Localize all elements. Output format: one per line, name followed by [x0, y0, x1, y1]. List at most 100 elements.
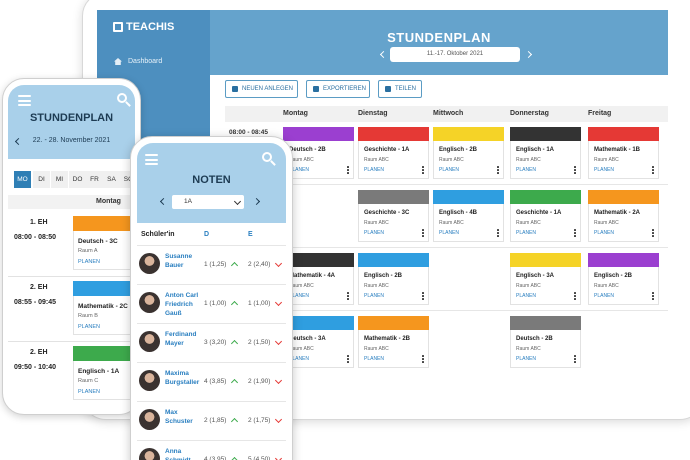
toolbar-button[interactable]: EXPORTIEREN	[306, 80, 370, 98]
phone-title: STUNDENPLAN	[29, 112, 114, 124]
lesson-card[interactable]: Geschichte - 1A Raum ABC PLANEN	[358, 127, 429, 179]
lesson-card[interactable]: Englisch - 2B Raum ABC PLANEN	[358, 253, 429, 305]
card-action[interactable]: PLANEN	[516, 230, 537, 236]
dot	[574, 229, 576, 231]
card-action[interactable]: PLANEN	[364, 293, 385, 299]
lesson-card[interactable]: Deutsch - 2B Raum ABC PLANEN	[510, 316, 581, 368]
more-icon[interactable]	[347, 292, 349, 300]
dot	[422, 166, 424, 168]
nav-item[interactable]: Dashboard	[128, 58, 163, 65]
more-icon[interactable]	[422, 292, 424, 300]
more-icon[interactable]	[652, 292, 654, 300]
lesson-card[interactable]: Deutsch - 3A Raum ABC PLANEN	[283, 316, 354, 368]
card-action[interactable]: PLANEN	[289, 167, 310, 173]
more-icon[interactable]	[347, 355, 349, 363]
dot	[574, 169, 576, 171]
lesson-card[interactable]: Englisch - 2B Raum ABC PLANEN	[433, 127, 504, 179]
student-name[interactable]: Anna Schmidt	[165, 448, 191, 460]
day-tab[interactable]: FR	[86, 171, 103, 188]
more-icon[interactable]	[422, 166, 424, 174]
lesson-card[interactable]: Englisch - 1A Raum C PLANEN	[73, 346, 135, 400]
card-title: Geschichte - 1A	[364, 147, 410, 153]
card-action[interactable]: PLANEN	[364, 167, 385, 173]
more-icon[interactable]	[422, 229, 424, 237]
more-icon[interactable]	[574, 292, 576, 300]
card-action[interactable]: PLANEN	[289, 293, 310, 299]
lesson-card[interactable]: Mathematik - 1B Raum ABC PLANEN	[588, 127, 659, 179]
search-ring	[262, 152, 272, 162]
more-icon[interactable]	[497, 166, 499, 174]
lesson-card[interactable]: Mathematik - 4A Raum ABC PLANEN	[283, 253, 354, 305]
card-action[interactable]: PLANEN	[439, 167, 460, 173]
student-name[interactable]: Anton Carl Friedrich Gauß	[165, 292, 199, 317]
student-name[interactable]: Maxima Burgstaller	[165, 370, 200, 386]
grade-d: 4 (3,95)	[204, 456, 227, 460]
card-action[interactable]: PLANEN	[516, 293, 537, 299]
more-icon[interactable]	[347, 166, 349, 174]
card-action[interactable]: PLANEN	[289, 356, 310, 362]
lesson-card[interactable]: Mathematik - 2C Raum B PLANEN	[73, 281, 135, 335]
more-icon[interactable]	[652, 166, 654, 174]
card-room: Raum ABC	[594, 220, 619, 226]
phone-week: 22. - 28. November 2021	[32, 137, 111, 144]
lesson-card[interactable]: Mathematik - 2A Raum ABC PLANEN	[588, 190, 659, 242]
card-action[interactable]: PLANEN	[516, 356, 537, 362]
lesson-card[interactable]: Deutsch - 3C Raum A PLANEN	[73, 216, 135, 270]
more-icon[interactable]	[497, 229, 499, 237]
card-action[interactable]: PLANEN	[78, 324, 101, 330]
search-icon[interactable]	[117, 93, 131, 107]
search-ring	[117, 93, 127, 103]
card-room: Raum ABC	[594, 157, 619, 163]
card-action[interactable]: PLANEN	[364, 230, 385, 236]
lesson-card[interactable]: Englisch - 2B Raum ABC PLANEN	[588, 253, 659, 305]
day-tab[interactable]: SA	[103, 171, 120, 188]
dot	[347, 295, 349, 297]
day-tab[interactable]: DO	[69, 171, 86, 188]
menu-icon[interactable]	[18, 95, 31, 106]
more-icon[interactable]	[422, 355, 424, 363]
dot	[422, 172, 424, 174]
week-select[interactable]: 11.-17. Oktober 2021	[390, 47, 520, 62]
day-tab[interactable]: MO	[14, 171, 31, 188]
toolbar-button[interactable]: TEILEN	[378, 80, 422, 98]
toolbar-button[interactable]: NEUEN ANLEGEN	[225, 80, 298, 98]
lesson-card[interactable]: Deutsch - 2B Raum ABC PLANEN	[283, 127, 354, 179]
row-separator	[8, 341, 135, 342]
lesson-card[interactable]: Mathematik - 2B Raum ABC PLANEN	[358, 316, 429, 368]
student-name[interactable]: Ferdinand Mayer	[165, 331, 197, 347]
search-icon[interactable]	[262, 152, 276, 166]
more-icon[interactable]	[574, 355, 576, 363]
more-icon[interactable]	[574, 166, 576, 174]
lesson-card[interactable]: Geschichte - 1A Raum ABC PLANEN	[510, 190, 581, 242]
card-action[interactable]: PLANEN	[364, 356, 385, 362]
card-action[interactable]: PLANEN	[439, 230, 460, 236]
card-title: Englisch - 1A	[516, 147, 555, 153]
day-tab[interactable]: MI	[51, 171, 68, 188]
dot	[574, 361, 576, 363]
card-color	[73, 281, 135, 296]
dot	[422, 292, 424, 294]
menu-icon[interactable]	[145, 154, 158, 165]
button-icon	[385, 86, 391, 92]
class-select[interactable]: 1A	[172, 195, 244, 209]
card-action[interactable]: PLANEN	[594, 167, 615, 173]
row-separator	[137, 440, 286, 441]
student-name[interactable]: Susanne Bauer	[165, 253, 193, 269]
lesson-card[interactable]: Geschichte - 3C Raum ABC PLANEN	[358, 190, 429, 242]
dot	[574, 166, 576, 168]
lesson-card[interactable]: Englisch - 4B Raum ABC PLANEN	[433, 190, 504, 242]
card-action[interactable]: PLANEN	[78, 389, 101, 395]
card-action[interactable]: PLANEN	[594, 230, 615, 236]
card-title: Deutsch - 2B	[516, 336, 553, 342]
more-icon[interactable]	[652, 229, 654, 237]
more-icon[interactable]	[574, 229, 576, 237]
card-action[interactable]: PLANEN	[594, 293, 615, 299]
lesson-card[interactable]: Englisch - 1A Raum ABC PLANEN	[510, 127, 581, 179]
lesson-card[interactable]: Englisch - 3A Raum ABC PLANEN	[510, 253, 581, 305]
card-action[interactable]: PLANEN	[516, 167, 537, 173]
row-separator	[137, 284, 286, 285]
day-tab[interactable]: DI	[33, 171, 50, 188]
card-action[interactable]: PLANEN	[78, 259, 101, 265]
column-header: E	[248, 231, 253, 238]
student-name[interactable]: Max Schuster	[165, 409, 193, 425]
